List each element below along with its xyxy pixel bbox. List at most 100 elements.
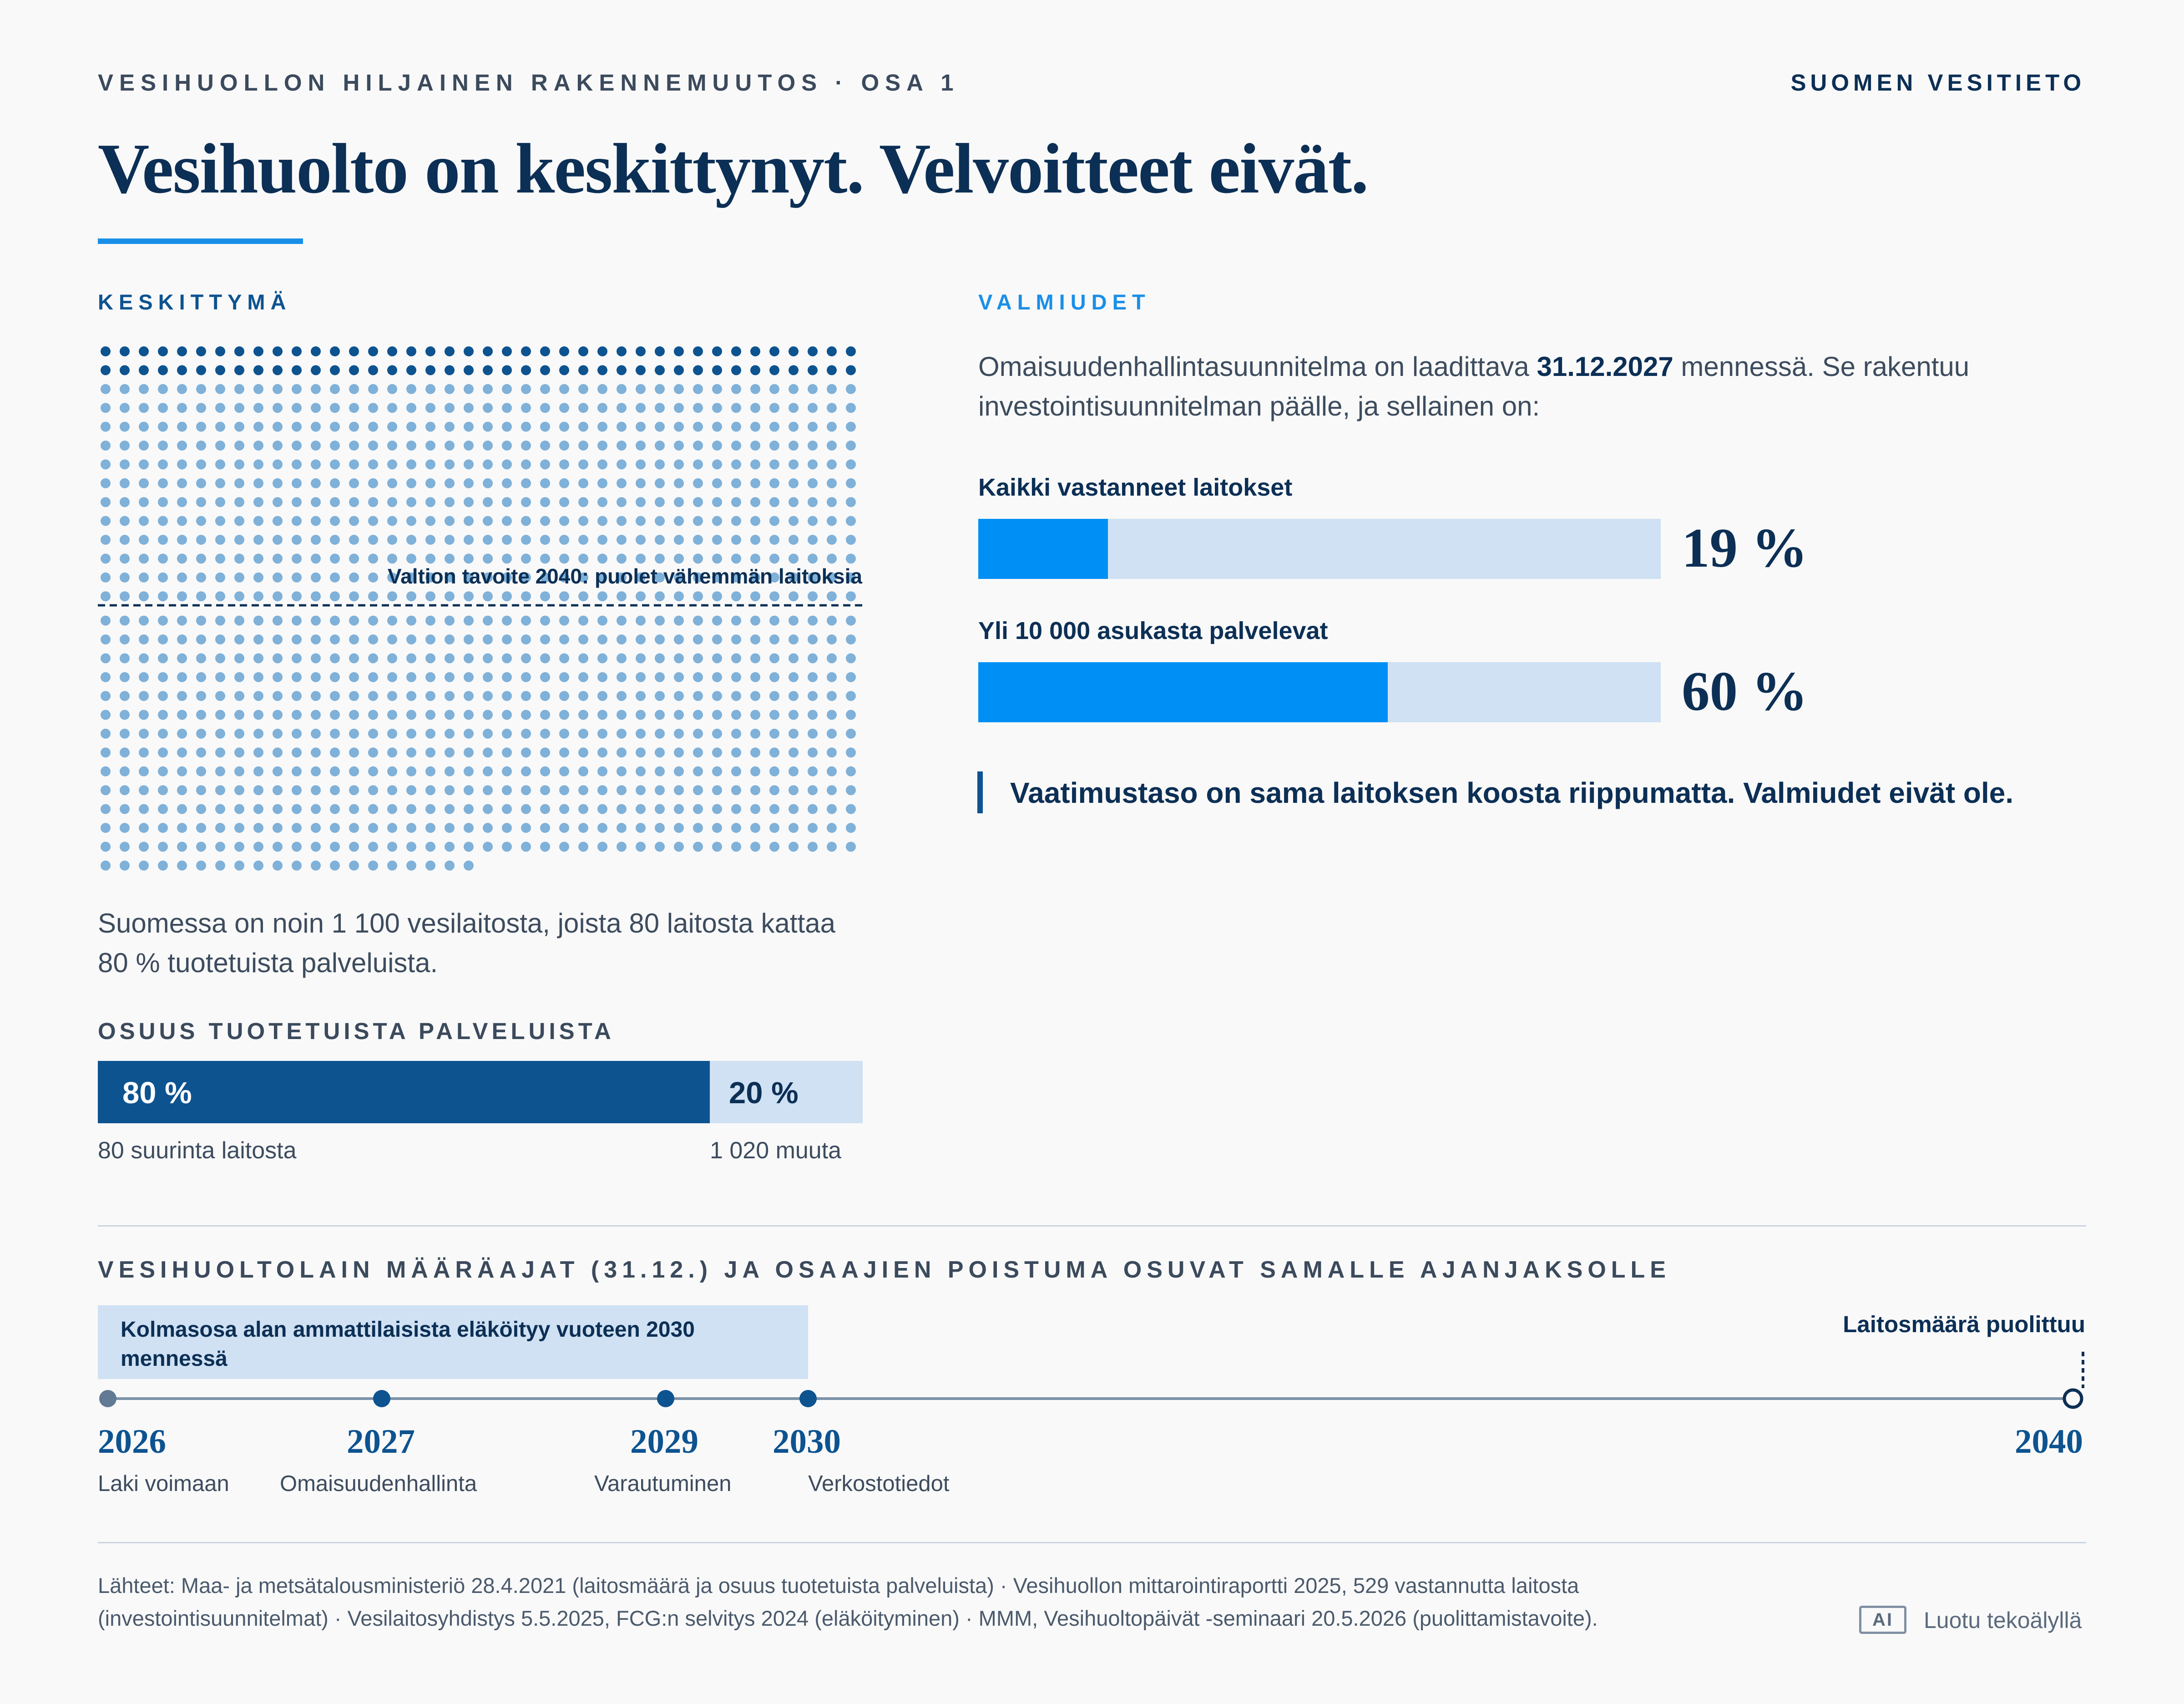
waffle-dot-other-utility	[464, 766, 474, 776]
waffle-dot-other-utility	[540, 478, 550, 488]
waffle-dot-other-utility	[215, 785, 225, 796]
waffle-dot-other-utility	[636, 653, 646, 664]
waffle-dot-other-utility	[597, 691, 607, 701]
waffle-dot-other-utility	[808, 591, 818, 602]
share-bar-large-segment	[98, 1061, 710, 1123]
waffle-dot-other-utility	[731, 710, 741, 720]
waffle-dot-other-utility	[483, 691, 493, 701]
waffle-dot-other-utility	[120, 842, 130, 852]
waffle-dot-other-utility	[253, 572, 263, 583]
waffle-dot-other-utility	[349, 747, 359, 758]
waffle-dot-other-utility	[559, 766, 569, 776]
waffle-dot-other-utility	[597, 672, 607, 682]
waffle-dot-other-utility	[846, 535, 856, 545]
waffle-dot-other-utility	[559, 553, 569, 564]
waffle-dot-other-utility	[273, 478, 283, 488]
waffle-dot-large-utility	[139, 346, 149, 356]
waffle-dot-other-utility	[330, 497, 340, 507]
waffle-dot-other-utility	[387, 804, 397, 814]
event-2029: Varautuminen	[594, 1471, 732, 1496]
waffle-dot-other-utility	[177, 672, 187, 682]
waffle-dot-other-utility	[502, 516, 512, 526]
waffle-dot-other-utility	[559, 823, 569, 833]
waffle-dot-other-utility	[521, 766, 531, 776]
waffle-dot-other-utility	[597, 615, 607, 626]
waffle-dot-other-utility	[158, 572, 168, 583]
waffle-dot-other-utility	[311, 421, 321, 432]
waffle-dot-other-utility	[712, 478, 722, 488]
waffle-dot-other-utility	[636, 441, 646, 451]
waffle-dot-other-utility	[330, 384, 340, 394]
waffle-dot-large-utility	[196, 346, 206, 356]
waffle-dot-other-utility	[731, 459, 741, 470]
waffle-dot-other-utility	[502, 535, 512, 545]
event-2030: Verkostotiedot	[808, 1471, 950, 1496]
waffle-dot-other-utility	[445, 804, 455, 814]
waffle-dot-other-utility	[521, 384, 531, 394]
waffle-dot-other-utility	[253, 516, 263, 526]
waffle-dot-other-utility	[368, 403, 378, 413]
readiness-quote: Vaatimustaso on sama laitoksen koosta ri…	[1010, 776, 2014, 809]
waffle-dot-other-utility	[311, 497, 321, 507]
waffle-dot-other-utility	[655, 572, 665, 583]
waffle-dot-other-utility	[636, 634, 646, 644]
waffle-dot-other-utility	[139, 441, 149, 451]
waffle-dot-other-utility	[597, 653, 607, 664]
waffle-dot-large-utility	[292, 365, 302, 375]
waffle-dot-other-utility	[196, 691, 206, 701]
waffle-dot-other-utility	[215, 591, 225, 602]
waffle-dot-other-utility	[158, 653, 168, 664]
waffle-dot-other-utility	[769, 653, 779, 664]
waffle-dot-other-utility	[292, 804, 302, 814]
waffle-dot-other-utility	[292, 497, 302, 507]
waffle-dot-other-utility	[712, 516, 722, 526]
waffle-dot-other-utility	[827, 710, 837, 720]
waffle-dot-other-utility	[731, 729, 741, 739]
waffle-dot-other-utility	[177, 516, 187, 526]
timeline-marker-2027	[373, 1390, 390, 1407]
waffle-dot-other-utility	[502, 421, 512, 432]
waffle-dot-other-utility	[425, 785, 435, 796]
waffle-dot-other-utility	[387, 710, 397, 720]
waffle-dot-other-utility	[597, 553, 607, 564]
waffle-dot-other-utility	[158, 747, 168, 758]
waffle-dot-other-utility	[655, 747, 665, 758]
waffle-dot-other-utility	[502, 572, 512, 583]
waffle-dot-other-utility	[789, 653, 799, 664]
waffle-dot-other-utility	[253, 634, 263, 644]
waffle-dot-other-utility	[540, 553, 550, 564]
waffle-dot-other-utility	[196, 804, 206, 814]
waffle-dot-other-utility	[158, 785, 168, 796]
waffle-dot-other-utility	[731, 421, 741, 432]
waffle-dot-other-utility	[769, 459, 779, 470]
waffle-dot-large-utility	[215, 365, 225, 375]
waffle-dot-other-utility	[808, 729, 818, 739]
waffle-dot-other-utility	[425, 535, 435, 545]
waffle-dot-other-utility	[445, 842, 455, 852]
waffle-dot-other-utility	[789, 691, 799, 701]
waffle-dot-other-utility	[846, 516, 856, 526]
waffle-dot-other-utility	[253, 766, 263, 776]
timeline-axis	[99, 1352, 2084, 1409]
waffle-dot-other-utility	[253, 591, 263, 602]
waffle-dot-other-utility	[330, 823, 340, 833]
waffle-dot-large-utility	[559, 346, 569, 356]
bar2-track	[978, 662, 1661, 722]
waffle-dot-other-utility	[368, 634, 378, 644]
waffle-dot-large-utility	[731, 365, 741, 375]
waffle-dot-other-utility	[101, 634, 111, 644]
waffle-dot-other-utility	[273, 441, 283, 451]
waffle-dot-other-utility	[636, 497, 646, 507]
waffle-dot-other-utility	[578, 572, 588, 583]
waffle-dot-other-utility	[712, 823, 722, 833]
event-2027: Omaisuudenhallinta	[280, 1471, 477, 1496]
waffle-dot-other-utility	[483, 535, 493, 545]
waffle-dot-other-utility	[750, 653, 760, 664]
waffle-dot-large-utility	[273, 346, 283, 356]
waffle-dot-other-utility	[617, 672, 627, 682]
waffle-dot-other-utility	[406, 441, 416, 451]
waffle-dot-other-utility	[311, 384, 321, 394]
waffle-dot-other-utility	[712, 384, 722, 394]
waffle-dot-other-utility	[693, 747, 703, 758]
waffle-dot-other-utility	[769, 823, 779, 833]
